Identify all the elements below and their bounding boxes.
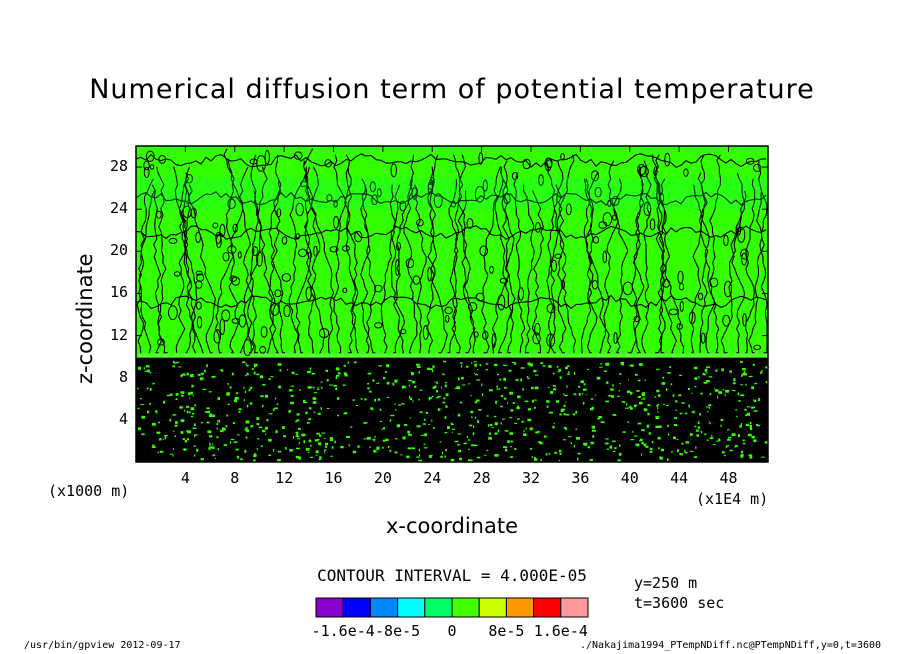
dense-region-speckles [137, 360, 770, 463]
contour-field [135, 146, 770, 463]
y-tick-label: 20 [109, 241, 128, 260]
colorbar-swatch [533, 597, 562, 618]
colorbar-label: 8e-5 [488, 622, 525, 640]
dense-contour-region [136, 356, 768, 462]
chart-title: Numerical diffusion term of potential te… [89, 74, 815, 105]
x-tick-label: 44 [670, 469, 689, 487]
contour-interval-label: CONTOUR INTERVAL = 4.000E-05 [317, 566, 587, 585]
boundary-band [136, 353, 768, 358]
colorbar-swatch [478, 597, 507, 618]
y-axis-label: z-coordinate [73, 253, 97, 384]
colorbar-label: 0 [447, 622, 457, 640]
y-tick-label: 28 [109, 157, 128, 176]
plot-frame [135, 145, 769, 463]
colorbar-swatch [560, 597, 589, 618]
y-tick-label: 24 [109, 199, 128, 218]
colorbar-label: 1.6e-4 [533, 622, 588, 640]
colorbar [315, 597, 589, 618]
colorbar-swatch [342, 597, 371, 618]
colorbar-label: -8e-5 [375, 622, 421, 640]
footer-source-path: ./Nakajima1994_PTempNDiff.nc@PTempNDiff,… [580, 640, 882, 651]
colorbar-label: -1.6e-4 [311, 622, 375, 640]
colorbar-swatch [397, 597, 426, 618]
x-axis-label: x-coordinate [385, 514, 518, 538]
contour-lines-horizontal [135, 153, 767, 310]
y-tick-label: 12 [109, 325, 128, 344]
upper-tint [136, 177, 768, 210]
colorbar-swatch [451, 597, 480, 618]
y-axis-unit: (x1000 m) [48, 482, 130, 500]
x-tick-label: 20 [373, 469, 392, 487]
x-tick-label: 8 [230, 469, 240, 487]
x-tick-label: 48 [719, 469, 738, 487]
y-position-label: y=250 m [634, 574, 698, 592]
x-tick-label: 40 [620, 469, 639, 487]
x-tick-label: 16 [324, 469, 343, 487]
axis-ticks [136, 146, 768, 462]
contour-lines-vertical [136, 148, 768, 354]
x-tick-label: 28 [472, 469, 491, 487]
colorbar-swatch [505, 597, 535, 618]
colorbar-swatch [424, 597, 453, 618]
y-tick-label: 16 [109, 283, 128, 302]
contour-loops [143, 150, 762, 357]
x-tick-label: 12 [275, 469, 294, 487]
x-tick-label: 4 [180, 469, 190, 487]
x-tick-label: 24 [423, 469, 442, 487]
footer-program-date: /usr/bin/gpview 2012-09-17 [24, 640, 181, 651]
x-axis-unit: (x1E4 m) [696, 490, 769, 508]
y-tick-label: 8 [118, 367, 128, 386]
x-tick-label: 32 [521, 469, 541, 487]
colorbar-swatch [315, 597, 344, 618]
x-tick-label: 36 [571, 469, 590, 487]
time-label: t=3600 sec [634, 594, 725, 612]
colorbar-swatch [369, 597, 399, 618]
plot-border [135, 145, 769, 463]
y-tick-label: 4 [118, 409, 128, 428]
